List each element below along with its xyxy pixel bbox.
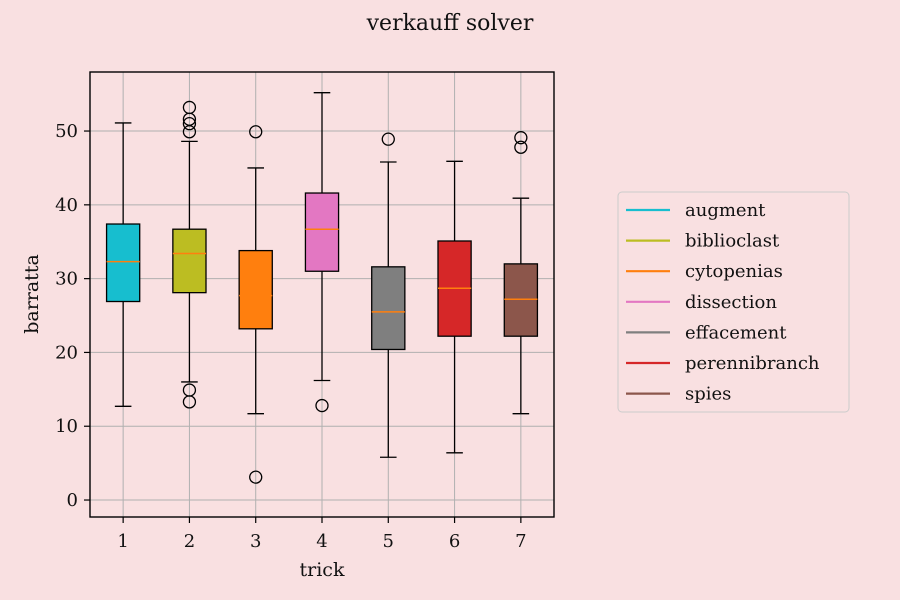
outlier-point — [381, 132, 395, 146]
x-tick-label: 6 — [449, 531, 460, 552]
y-tick-label: 50 — [55, 121, 78, 142]
outlier-point — [249, 125, 263, 139]
legend-item-augment: augment — [626, 200, 766, 221]
outlier-point — [315, 398, 329, 413]
legend-item-effacement: effacement — [626, 322, 787, 343]
y-tick-label: 30 — [55, 269, 78, 290]
x-tick-label: 2 — [184, 531, 195, 552]
box-dissection — [304, 92, 340, 413]
y-tick-label: 10 — [55, 416, 78, 437]
x-tick-label: 3 — [250, 531, 261, 552]
legend: augment biblioclast cytopenias dissection ef… — [617, 191, 850, 413]
chart-title: verkauff solver — [366, 11, 534, 36]
box-body — [172, 228, 207, 294]
box-perennibranch — [437, 160, 472, 454]
outlier-point — [514, 140, 528, 154]
x-axis-label: trick — [300, 559, 345, 581]
x-ticks: 1 2 3 4 5 6 7 — [117, 517, 527, 552]
outlier-point — [182, 383, 197, 397]
box-body — [304, 192, 340, 272]
legend-item-perennibranch: perennibranch — [626, 353, 820, 374]
legend-label: augment — [685, 200, 766, 221]
x-tick-label: 7 — [515, 531, 526, 552]
outlier-point — [182, 100, 197, 115]
legend-label: perennibranch — [685, 353, 820, 374]
box-body — [105, 223, 141, 303]
box-augment — [105, 122, 141, 407]
outlier-point — [514, 131, 528, 145]
legend-item-cytopenias: cytopenias — [626, 261, 783, 282]
y-tick-label: 20 — [55, 342, 78, 363]
outlier-point — [249, 470, 263, 484]
box-effacement — [371, 132, 406, 458]
x-tick-label: 4 — [316, 531, 327, 552]
box-cytopenias — [238, 125, 273, 484]
legend-label: effacement — [685, 322, 787, 343]
y-axis-label: barratta — [21, 254, 43, 334]
legend-item-biblioclast: biblioclast — [626, 231, 780, 252]
boxes — [105, 92, 539, 484]
y-tick-label: 40 — [55, 195, 78, 216]
legend-item-spies: spies — [626, 384, 731, 405]
legend-frame — [617, 191, 850, 413]
x-tick-label: 5 — [383, 531, 394, 552]
box-body — [371, 266, 406, 351]
legend-label: spies — [685, 384, 731, 405]
x-tick-label: 1 — [117, 531, 128, 552]
legend-label: cytopenias — [685, 261, 783, 282]
box-biblioclast — [172, 100, 207, 409]
legend-label: dissection — [685, 292, 777, 313]
outlier-point — [182, 117, 197, 131]
legend-item-dissection: dissection — [626, 292, 777, 313]
box-spies — [503, 131, 539, 415]
y-ticks: 0 10 20 30 40 50 — [55, 121, 90, 511]
legend-label: biblioclast — [685, 231, 780, 252]
box-body — [238, 249, 273, 330]
y-tick-label: 0 — [67, 490, 78, 511]
